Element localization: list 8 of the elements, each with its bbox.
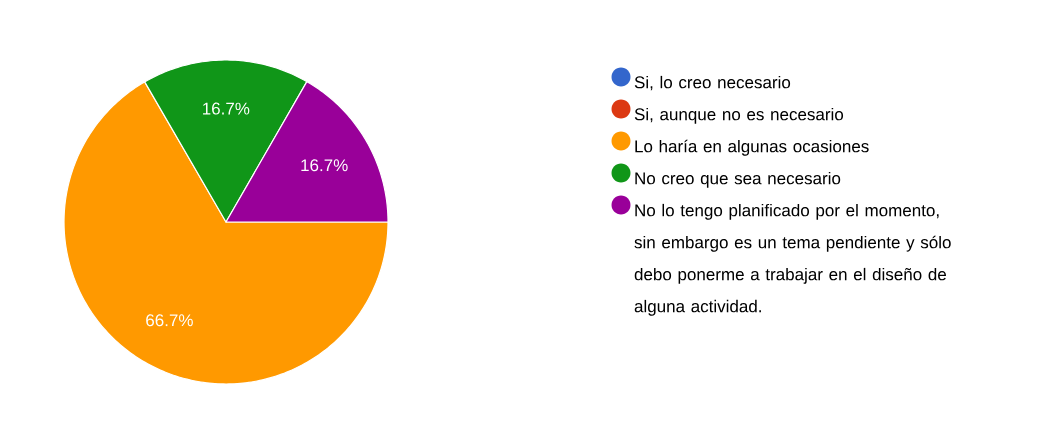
legend-label: Lo haría en algunas ocasiones bbox=[635, 139, 869, 156]
data-label: 66.7% bbox=[146, 314, 193, 327]
legend-label: Si, aunque no es necesario bbox=[634, 107, 844, 124]
data-label: 16.7% bbox=[301, 159, 348, 172]
data-label: 16.7% bbox=[203, 102, 250, 115]
legend-label: Si, lo creo necesario bbox=[634, 75, 791, 91]
legend-label: No creo que sea necesario bbox=[635, 171, 841, 188]
legend-label: No lo tengo planificado por el momento, sin embargo es un tema pendiente y sólo debo ponerme a trabajar en el diseño de alguna actividad. bbox=[634, 203, 951, 316]
